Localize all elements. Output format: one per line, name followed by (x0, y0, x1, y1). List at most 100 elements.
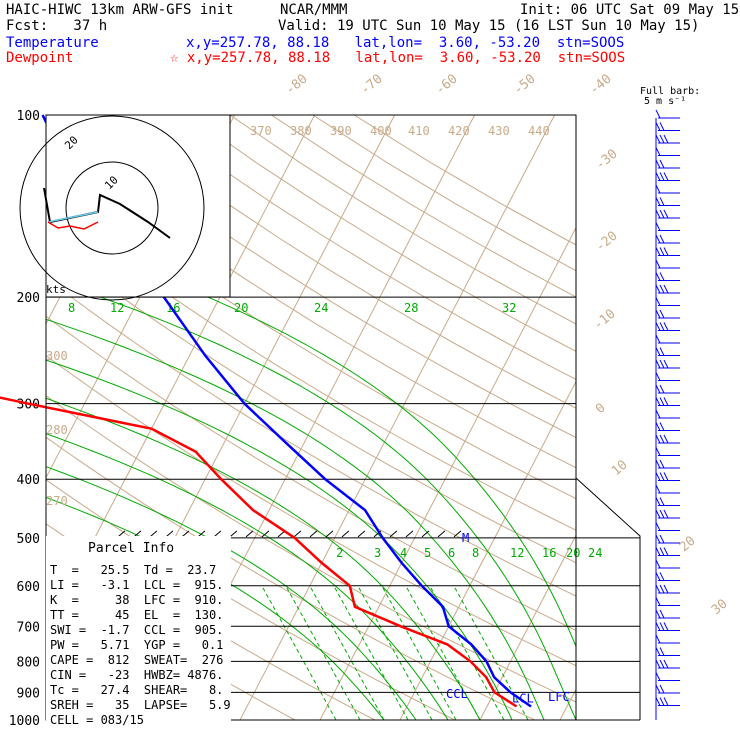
wind-barb-flag (663, 134, 669, 144)
wind-barb-flag (663, 584, 669, 594)
pressure-tick-label: 500 (17, 532, 40, 547)
theta-label: 410 (408, 124, 430, 138)
wind-barb-flag (655, 122, 661, 131)
dry-adiabat-line (46, 168, 576, 500)
theta-label: 400 (370, 124, 392, 138)
mixing-ratio-line (453, 585, 529, 720)
wind-barb-flag (659, 122, 665, 131)
wind-barb-flag (663, 509, 669, 519)
pressure-tick-label: 900 (17, 686, 40, 701)
wind-barb-flag (659, 172, 665, 181)
wind-barb-flag (655, 534, 661, 544)
wind-barb-flag (663, 622, 669, 631)
wind-barb-flag (655, 547, 661, 556)
dry-adiabat-line (46, 203, 576, 531)
hodograph-ring-outer (19, 115, 205, 301)
parcel-info-row: Tc = 27.4 SHEAR= 8. (50, 683, 223, 697)
isotherm-line (479, 534, 576, 720)
isotherm-label: -80 (283, 71, 311, 98)
lower-mixing-ratio-label: 24 (588, 546, 602, 560)
parcel-info-box (46, 536, 231, 726)
wind-barb-flag (659, 234, 665, 244)
parcel-info-row: CIN = -23 HWBZ= 4876. (50, 668, 223, 682)
wind-barb-flag (659, 459, 665, 469)
wind-barb-flag (655, 397, 661, 406)
wind-barb-flag (655, 497, 661, 506)
wind-barb-flag (655, 197, 661, 206)
hodograph-units: kts (46, 283, 66, 296)
isotherm-line (319, 226, 576, 720)
init-time: Init: 06 UTC Sat 09 May 15 (520, 2, 740, 18)
wind-barb-flag (659, 397, 665, 406)
wind-barb-flag (655, 234, 661, 244)
isotherm-label: 30 (709, 597, 731, 619)
wind-barb-flag (659, 647, 665, 656)
wind-barb-flag (655, 622, 661, 631)
parcel-info-row: CAPE = 812 SWEAT= 276 (50, 653, 223, 667)
wind-barb-flag (655, 672, 661, 681)
parcel-info-title: Parcel Info (88, 541, 174, 556)
hatch-mark (149, 530, 158, 538)
dry-adiabat-line (46, 277, 576, 597)
wind-barb-flag (659, 159, 665, 169)
wind-barb-flag (655, 459, 661, 469)
theta-label: 270 (46, 494, 68, 508)
wind-barb-flag (655, 484, 661, 494)
parcel-info-row: CELL = 083/15 (50, 713, 144, 727)
pressure-tick-label: 700 (17, 620, 40, 635)
hatch-mark (293, 530, 302, 538)
lower-mixing-ratio-label: 2 (336, 546, 343, 560)
wind-barb-flag (655, 147, 661, 156)
theta-label: 300 (46, 349, 68, 363)
isotherm-line (720, 115, 740, 720)
wind-barb-flag (663, 697, 669, 706)
wind-barb-flag (655, 522, 661, 531)
lower-mixing-ratio-label: 8 (472, 546, 479, 560)
mixing-ratio-label: 24 (314, 301, 328, 315)
lower-mixing-ratio-label: 3 (374, 546, 381, 560)
mixing-ratio-line (357, 585, 433, 720)
wind-barb-flag (655, 409, 661, 419)
wind-barb-flag (659, 472, 665, 481)
dewpoint-location: ☆ x,y=257.78, 88.18 lat,lon= 3.60, -53.2… (170, 50, 626, 66)
mixing-ratio-label: 28 (404, 301, 418, 315)
lower-mixing-ratio-label: 20 (566, 546, 580, 560)
wind-barb-flag (659, 684, 665, 694)
isotherm-label: 0 (593, 401, 609, 418)
wind-barb-flag (655, 372, 661, 381)
hatch-mark (197, 530, 206, 538)
wind-barb-flag (655, 309, 661, 319)
pressure-tick-label: 100 (17, 109, 40, 124)
theta-label: 370 (250, 124, 272, 138)
wind-barb-flag (663, 472, 669, 481)
isotherm-label: -70 (358, 71, 386, 98)
lfc-marker: LFC (548, 690, 570, 704)
temperature-location: x,y=257.78, 88.18 lat,lon= 3.60, -53.20 … (186, 35, 625, 51)
wind-barb-flag (655, 509, 661, 519)
hatch-mark (229, 530, 238, 538)
series-dewpoint (0, 396, 518, 708)
wind-barb-flag (659, 584, 665, 594)
hatch-mark (133, 530, 142, 538)
hodograph-trace-lower (47, 221, 99, 230)
model-title: HAIC-HIWC 13km ARW-GFS init (6, 2, 234, 18)
hatch-mark (341, 530, 350, 538)
hatch-mark (453, 530, 462, 538)
dry-adiabat-line (146, 115, 576, 380)
dry-adiabat-line (46, 240, 576, 564)
wind-barb-flag (663, 547, 669, 556)
wind-barb-flag (655, 447, 661, 456)
wind-barb-flag (659, 509, 665, 519)
isotherm-label: 10 (609, 458, 631, 480)
wind-barb-flag (655, 572, 661, 581)
dry-adiabat-line (188, 115, 576, 352)
hatch-mark (325, 530, 334, 538)
parcel-info-row: PW = 5.71 YGP = 0.1 (50, 638, 223, 652)
pressure-tick-label: 200 (17, 291, 40, 306)
dry-adiabat-line (46, 315, 576, 631)
wind-barb-flag (655, 222, 661, 231)
dewpoint-legend: Dewpoint (6, 50, 74, 66)
parcel-info-row: LI = -3.1 LCL = 915. (50, 578, 223, 592)
